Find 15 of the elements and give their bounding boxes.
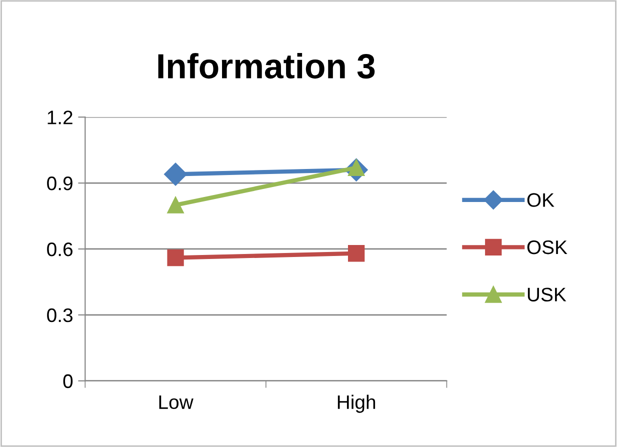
x-tick-label: High xyxy=(338,394,376,413)
legend-label: OK xyxy=(527,193,554,207)
x-tick-label: Low xyxy=(159,395,194,410)
point xyxy=(164,162,188,186)
legend-label: USK xyxy=(528,288,566,302)
y-tick-label: 0 xyxy=(63,374,73,388)
point xyxy=(167,196,184,214)
y-tick-label: 0.3 xyxy=(47,308,72,322)
y-tick-label: 0.9 xyxy=(47,176,72,190)
y-tick-label: 0.6 xyxy=(47,242,72,256)
chart-title: Information 3 xyxy=(158,53,375,79)
point xyxy=(167,249,184,266)
point xyxy=(348,245,365,262)
legend-label: OSK xyxy=(527,240,568,254)
y-tick-label: 1.2 xyxy=(48,110,72,124)
